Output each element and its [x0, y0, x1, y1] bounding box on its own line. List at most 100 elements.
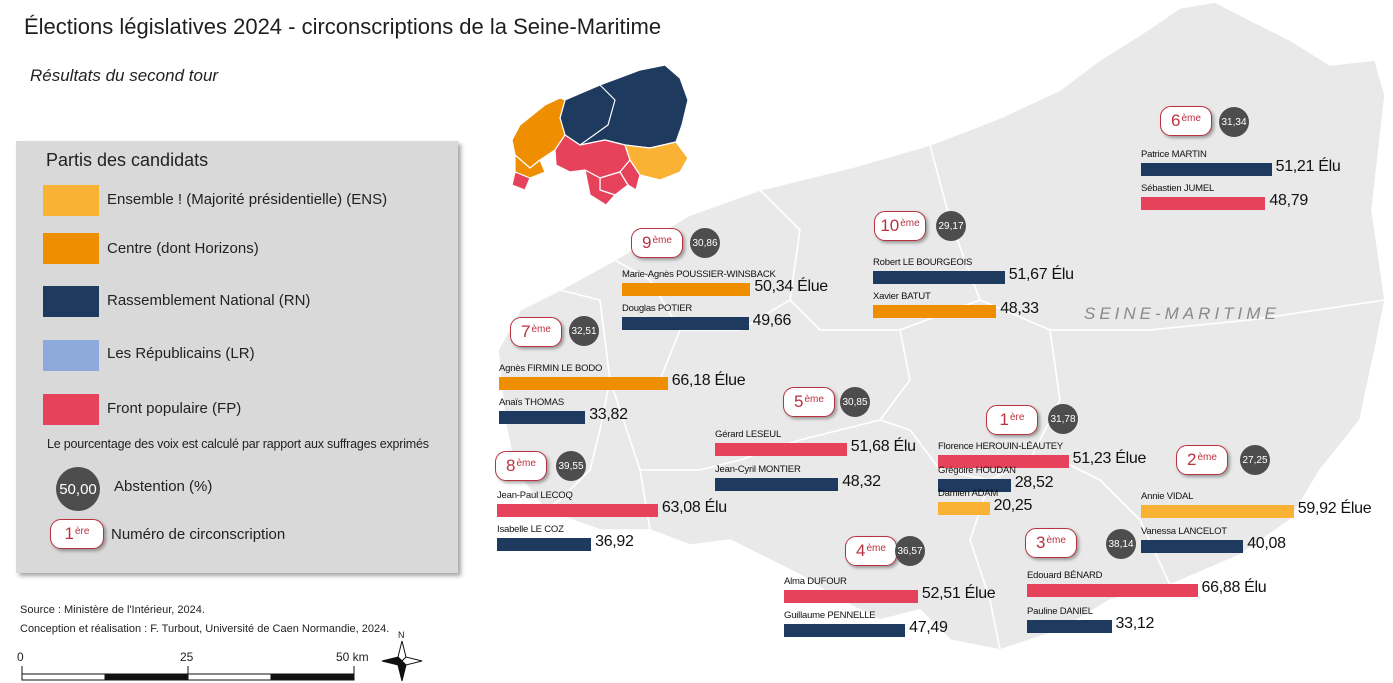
candidate-name: Grégoire HOUDAN — [938, 465, 1016, 476]
candidate-bar — [497, 538, 592, 551]
abstention-label: Abstention (%) — [114, 478, 213, 495]
candidate-result: 48,33 — [1000, 300, 1039, 317]
legend-swatch-lr — [43, 340, 99, 371]
candidate-result: 47,49 — [909, 619, 948, 636]
circonscription-badge-7: 7 ème — [510, 317, 562, 347]
candidate-name: Xavier BATUT — [873, 291, 931, 302]
candidate-result: 51,21 Élu — [1275, 158, 1341, 175]
candidate-bar — [1141, 540, 1244, 553]
circonscription-number-suffix: ème — [652, 234, 672, 246]
legend-swatch-hor — [43, 233, 99, 264]
source-line: Source : Ministère de l'Intérieur, 2024. — [20, 604, 205, 616]
candidate-result: 51,23 Élue — [1072, 450, 1147, 467]
circonscription-number: 1 — [999, 410, 1009, 429]
abstention-circle-3: 38,14 — [1106, 529, 1136, 559]
circonscription-badge-5: 5 ème — [783, 387, 835, 417]
candidate-bar — [1141, 197, 1266, 210]
circonscription-badge-2: 2 ème — [1176, 445, 1228, 475]
legend-note: Le pourcentage des voix est calculé par … — [47, 437, 429, 451]
candidate-bar — [938, 502, 990, 515]
abstention-circle-2: 27,25 — [1240, 445, 1270, 475]
candidate-bar — [715, 443, 847, 456]
circonscription-number: 10 — [880, 216, 900, 235]
abstention-circle-7: 32,51 — [569, 316, 599, 346]
circonscription-number: 9 — [642, 233, 652, 252]
inset-circ-2 — [624, 141, 689, 181]
candidate-bar — [938, 479, 1011, 492]
circonscription-number: 8 — [506, 456, 516, 475]
circonscription-number-suffix: ème — [516, 457, 536, 469]
candidate-name: Anaïs THOMAS — [499, 397, 564, 408]
candidate-name: Robert LE BOURGEOIS — [873, 257, 973, 268]
north-arrow — [381, 640, 423, 682]
circonscription-number-suffix: ème — [1046, 534, 1066, 546]
circonscription-number-suffix: ème — [804, 393, 824, 405]
candidate-result: 52,51 Élue — [921, 585, 996, 602]
circonscription-badge-9: 9 ème — [631, 228, 683, 258]
candidate-result: 66,88 Élu — [1201, 579, 1267, 596]
candidate-result: 63,08 Élu — [661, 499, 727, 516]
scale-label-50km: 50 km — [336, 650, 369, 664]
candidate-bar — [499, 411, 586, 424]
abstention-circle-8: 39,55 — [556, 451, 586, 481]
candidate-bar — [1027, 584, 1198, 597]
scale-bar — [21, 666, 355, 681]
map-subtitle: Résultats du second tour — [30, 66, 219, 85]
circonscription-number-suffix: ème — [1197, 451, 1217, 463]
candidate-result: 28,52 — [1014, 474, 1054, 491]
candidate-name: Guillaume PENNELLE — [784, 610, 876, 621]
candidate-bar — [1141, 505, 1294, 518]
candidate-bar — [784, 590, 918, 603]
inset-circ-4 — [584, 169, 616, 206]
candidate-name: Edouard BÉNARD — [1027, 570, 1103, 581]
abstention-circle-1: 31,78 — [1048, 404, 1078, 434]
legend-label-fp: Front populaire (FP) — [107, 400, 242, 417]
candidate-result: 51,67 Élu — [1008, 266, 1074, 283]
circonscription-badge-3: 3 ème — [1025, 528, 1077, 558]
circonscription-badge-1: 1 ère — [986, 405, 1038, 435]
legend-title: Partis des candidats — [46, 150, 209, 170]
circonscription-number-example: 1 ère — [50, 519, 104, 549]
circonscription-badge-6: 6 ème — [1160, 106, 1212, 136]
candidate-name: Jean-Paul LECOQ — [497, 490, 573, 501]
number-example-sup: ère — [75, 525, 90, 537]
candidate-name: Vanessa LANCELOT — [1141, 526, 1227, 537]
candidate-name: Annie VIDAL — [1141, 491, 1194, 502]
candidate-bar — [1141, 163, 1272, 176]
circonscription-number: 5 — [794, 392, 804, 411]
candidate-result: 33,82 — [589, 406, 628, 423]
candidate-bar — [622, 317, 749, 330]
candidate-bar — [497, 504, 658, 517]
candidate-name: Sébastien JUMEL — [1141, 183, 1215, 194]
legend-panel: Partis des candidats Ensemble ! (Majorit… — [16, 141, 458, 573]
candidate-name: Jean-Cyril MONTIER — [715, 464, 801, 475]
candidate-bar — [499, 377, 668, 390]
inset-circ-8 — [511, 171, 531, 191]
north-label: N — [398, 630, 405, 640]
candidate-result: 59,92 Élue — [1297, 500, 1372, 517]
circonscription-number: 3 — [1036, 533, 1046, 552]
circonscription-number-suffix: ème — [900, 217, 920, 229]
candidate-name: Isabelle LE COZ — [497, 524, 564, 535]
scale-and-north — [21, 640, 423, 682]
abstention-circle-10: 29,17 — [936, 211, 966, 241]
candidate-name: Gérard LESEUL — [715, 429, 782, 440]
candidate-bar — [873, 305, 997, 318]
candidate-name: Florence HEROUIN-LÉAUTEY — [938, 441, 1064, 452]
circonscription-number: 2 — [1187, 450, 1197, 469]
legend-swatch-fp — [43, 394, 99, 425]
candidate-name: Patrice MARTIN — [1141, 149, 1207, 160]
candidate-name: Pauline DANIEL — [1027, 606, 1093, 617]
abstention-circle-9: 30,86 — [690, 228, 720, 258]
candidate-bar — [873, 271, 1005, 284]
candidate-name: Douglas POTIER — [622, 303, 693, 314]
candidate-result: 66,18 Élue — [671, 372, 746, 389]
circonscription-number: 6 — [1171, 111, 1181, 130]
number-example-num: 1 — [64, 524, 74, 543]
inset-map — [511, 64, 689, 206]
candidate-name: Alma DUFOUR — [784, 576, 847, 587]
abstention-example-circle: 50,00 — [56, 467, 100, 511]
candidate-bar — [784, 624, 906, 637]
candidate-result: 51,68 Élu — [850, 438, 916, 455]
candidate-result: 50,34 Élue — [754, 278, 828, 295]
